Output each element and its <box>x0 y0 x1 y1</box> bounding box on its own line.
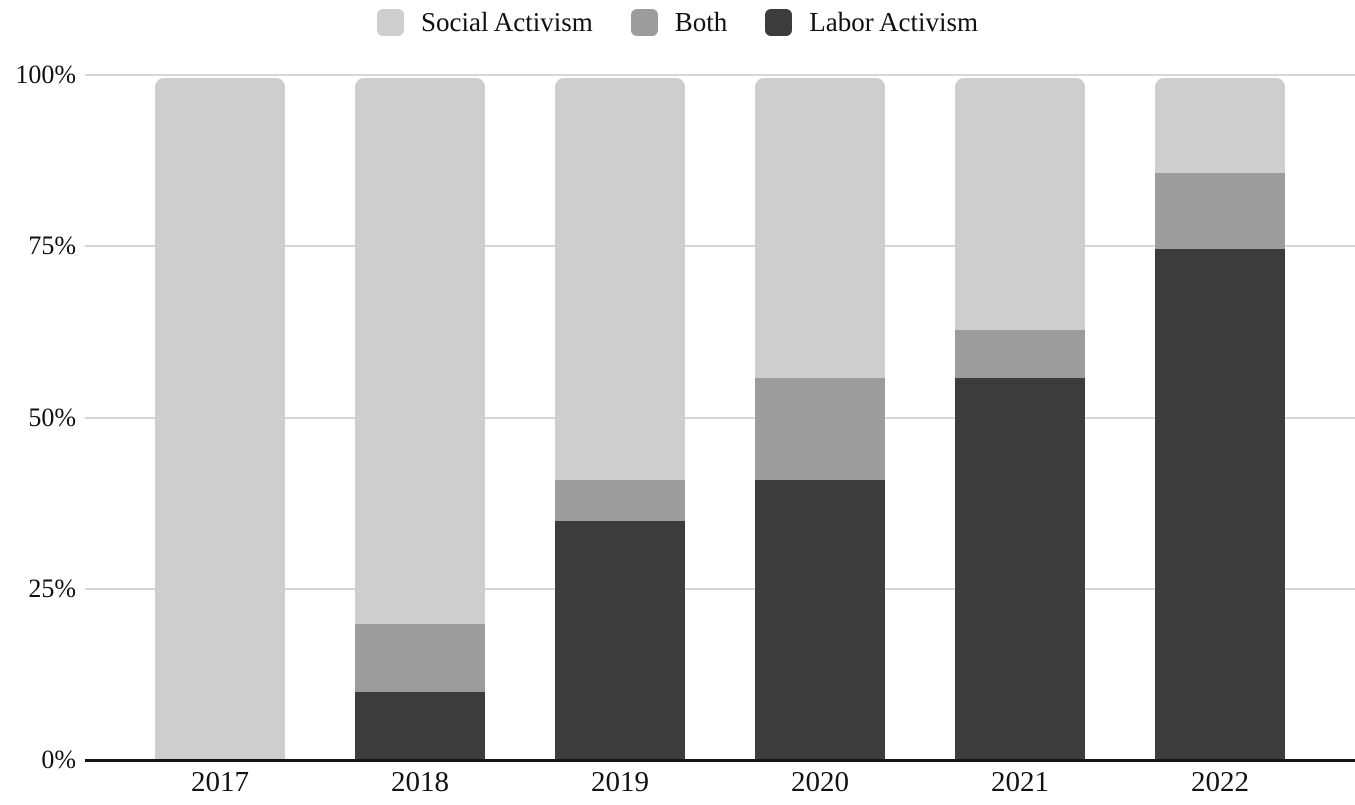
bar-2020 <box>755 0 885 760</box>
bar-segment-2019-labor-activism <box>555 521 685 760</box>
bar-segment-2020-both <box>755 378 885 481</box>
legend-label: Both <box>674 6 728 37</box>
legend-label: Social Activism <box>421 6 593 37</box>
x-tick-label-2022: 2022 <box>1191 766 1249 798</box>
legend-item-both: Both <box>630 6 728 37</box>
bar-segment-2021-social-activism <box>955 78 1085 331</box>
y-tick-label: 0% <box>41 745 76 774</box>
x-tick-label-2021: 2021 <box>991 766 1049 798</box>
bar-segment-2021-labor-activism <box>955 378 1085 760</box>
bar-segment-2022-labor-activism <box>1155 248 1285 760</box>
bar-segment-2022-both <box>1155 173 1285 249</box>
gridline-25 <box>85 587 1355 590</box>
x-tick-label-2018: 2018 <box>391 766 449 798</box>
bar-2018 <box>355 0 485 760</box>
legend-item-social-activism: Social Activism <box>377 6 593 37</box>
bar-segment-2018-labor-activism <box>355 691 485 760</box>
bar-segment-2020-social-activism <box>755 78 885 379</box>
bar-2017 <box>155 0 285 760</box>
y-tick-label: 100% <box>15 60 76 89</box>
bar-2021 <box>955 0 1085 760</box>
bar-segment-2022-social-activism <box>1155 78 1285 174</box>
legend-swatch-icon <box>630 8 658 36</box>
gridline-100 <box>85 74 1355 76</box>
x-tick-label-2020: 2020 <box>791 766 849 798</box>
legend-label: Labor Activism <box>809 6 978 37</box>
y-tick-label: 50% <box>28 402 76 432</box>
legend-swatch-icon <box>765 8 793 36</box>
bar-segment-2020-labor-activism <box>755 480 885 760</box>
gridline-50 <box>85 416 1355 419</box>
bar-2022 <box>1155 0 1285 760</box>
legend-swatch-icon <box>377 8 404 36</box>
gridline-75 <box>85 245 1355 248</box>
bar-2019 <box>555 0 685 760</box>
bar-segment-2019-both <box>555 480 685 522</box>
legend-item-labor-activism: Labor Activism <box>765 6 978 37</box>
bar-segment-2018-both <box>355 623 485 692</box>
x-tick-label-2019: 2019 <box>591 766 649 798</box>
chart-legend: Social Activism Both Labor Activism <box>0 4 1355 40</box>
y-tick-label: 25% <box>28 573 76 603</box>
bar-segment-2019-social-activism <box>555 78 685 481</box>
bar-segment-2021-both <box>955 330 1085 379</box>
x-tick-label-2017: 2017 <box>191 766 249 798</box>
bar-segment-2018-social-activism <box>355 78 485 624</box>
x-axis-line <box>85 759 1355 762</box>
bar-segment-2017-social-activism <box>155 78 285 760</box>
y-tick-label: 75% <box>28 231 76 261</box>
